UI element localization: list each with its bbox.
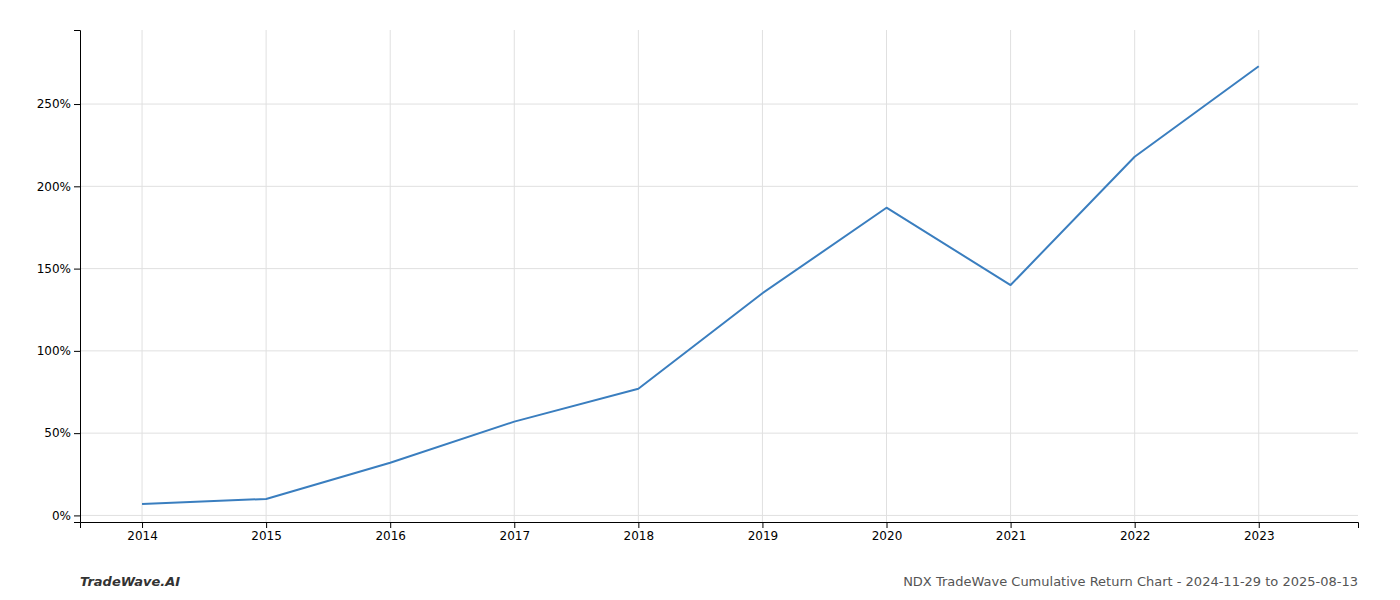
x-tick: 2019	[748, 522, 779, 543]
x-tick-mark	[1011, 522, 1012, 528]
x-tick-mark	[1135, 522, 1136, 528]
x-tick-label: 2016	[375, 529, 406, 543]
x-tick-mark	[1259, 522, 1260, 528]
y-tick: 100%	[37, 344, 80, 358]
footer-left: TradeWave.AI	[80, 574, 180, 589]
grid-line	[762, 30, 763, 522]
x-tick: 2015	[251, 522, 282, 543]
y-tick-mark	[74, 104, 80, 105]
x-tick-mark	[514, 522, 515, 528]
y-tick: 200%	[37, 180, 80, 194]
y-tick-mark	[74, 269, 80, 270]
x-tick-label: 2021	[996, 529, 1027, 543]
y-tick-mark	[74, 515, 80, 516]
x-tick-label: 2018	[624, 529, 655, 543]
y-tick-label: 50%	[44, 426, 71, 440]
chart: 2014 2015 2016 2017 2018 2019 2020 2021 2022 2023…	[0, 0, 1400, 600]
y-axis: 0% 50% 100% 150% 200% 250%	[37, 31, 81, 523]
grid-line	[1010, 30, 1011, 522]
grid-line	[80, 433, 1358, 434]
grid-line	[80, 186, 1358, 187]
y-axis-line	[74, 31, 81, 523]
grid	[80, 30, 1358, 522]
x-tick-label: 2019	[748, 529, 779, 543]
grid-line	[142, 30, 143, 522]
x-tick-mark	[762, 522, 763, 528]
grid-line	[1258, 30, 1259, 522]
x-tick-label: 2017	[499, 529, 530, 543]
x-tick: 2018	[624, 522, 655, 543]
y-tick: 0%	[52, 509, 80, 523]
x-tick-label: 2022	[1120, 529, 1151, 543]
line	[142, 66, 1259, 504]
x-tick-mark	[390, 522, 391, 528]
grid-line	[80, 104, 1358, 105]
y-tick-label: 0%	[52, 509, 71, 523]
x-tick: 2017	[499, 522, 530, 543]
x-tick: 2021	[996, 522, 1027, 543]
x-tick: 2022	[1120, 522, 1151, 543]
grid-line	[886, 30, 887, 522]
x-tick: 2023	[1244, 522, 1275, 543]
marks	[142, 66, 1259, 504]
x-tick: 2016	[375, 522, 406, 543]
y-tick: 50%	[44, 426, 80, 440]
grid-line	[638, 30, 639, 522]
x-tick-label: 2014	[127, 529, 158, 543]
grid-line	[514, 30, 515, 522]
x-axis-line	[81, 523, 1359, 529]
x-tick: 2020	[872, 522, 903, 543]
x-axis: 2014 2015 2016 2017 2018 2019 2020 2021 2022 2023	[81, 522, 1359, 543]
grid-line	[266, 30, 267, 522]
footer-right: NDX TradeWave Cumulative Return Chart - …	[903, 574, 1358, 589]
grid-line	[80, 268, 1358, 269]
y-tick: 150%	[37, 262, 80, 276]
y-tick-mark	[74, 351, 80, 352]
grid-line	[80, 515, 1358, 516]
grid-line	[390, 30, 391, 522]
x-tick-mark	[638, 522, 639, 528]
y-tick: 250%	[37, 97, 80, 111]
x-tick-mark	[887, 522, 888, 528]
x-tick-mark	[266, 522, 267, 528]
x-tick-label: 2020	[872, 529, 903, 543]
x-tick-mark	[142, 522, 143, 528]
y-tick-label: 150%	[37, 262, 71, 276]
y-tick-label: 200%	[37, 180, 71, 194]
grid-line	[1134, 30, 1135, 522]
grid-line	[80, 350, 1358, 351]
x-tick: 2014	[127, 522, 158, 543]
x-tick-label: 2023	[1244, 529, 1275, 543]
x-tick-label: 2015	[251, 529, 282, 543]
y-tick-mark	[74, 433, 80, 434]
y-tick-label: 250%	[37, 97, 71, 111]
plot: 2014 2015 2016 2017 2018 2019 2020 2021 2022 2023…	[37, 30, 1359, 543]
y-tick-label: 100%	[37, 344, 71, 358]
y-tick-mark	[74, 186, 80, 187]
